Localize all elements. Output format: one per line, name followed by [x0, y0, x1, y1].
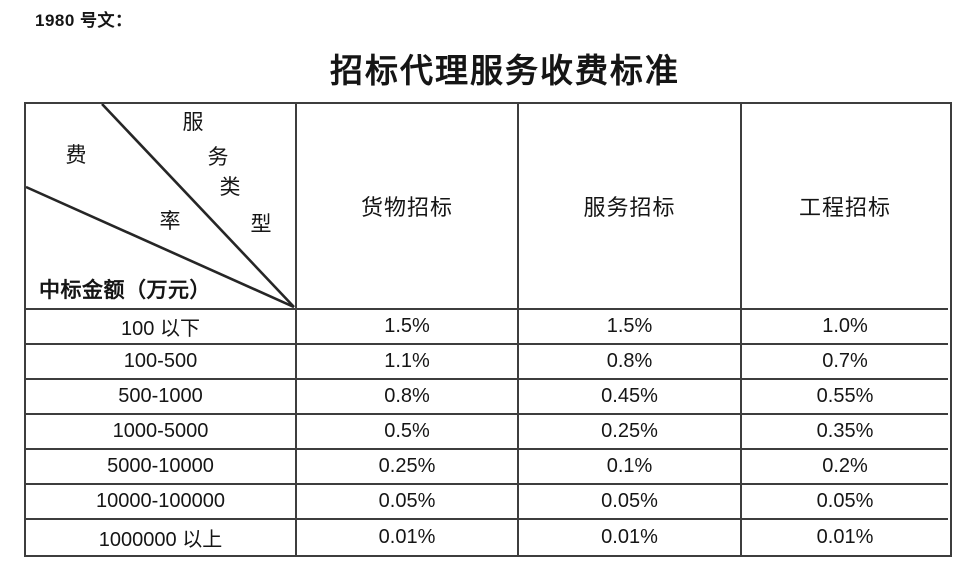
doc-number-label: 1980 号文： [35, 11, 133, 30]
corner-char-service-type-2: 务 [207, 145, 229, 169]
page-title: 招标代理服务收费标准 [330, 54, 680, 90]
rate-cell: 0.8% [297, 380, 519, 415]
rate-cell: 1.0% [742, 310, 948, 345]
rate-cell: 0.7% [742, 345, 948, 380]
corner-char-service-type-1: 服 [182, 110, 204, 134]
row-label: 1000000 以上 [26, 520, 297, 555]
rate-cell: 0.05% [519, 485, 742, 520]
rate-cell: 0.45% [519, 380, 742, 415]
rate-cell: 0.25% [519, 415, 742, 450]
row-label: 500-1000 [26, 380, 297, 415]
row-axis-label: 中标金额（万元） [39, 278, 211, 302]
corner-char-service-type-3: 类 [219, 175, 241, 199]
rate-cell: 0.5% [297, 415, 519, 450]
rate-cell: 0.2% [742, 450, 948, 485]
rate-cell: 1.1% [297, 345, 519, 380]
column-header-goods-bidding: 货物招标 [297, 104, 519, 310]
corner-char-rate-1: 费 [65, 143, 87, 167]
row-label: 5000-10000 [26, 450, 297, 485]
fee-table: 服 务 类 型 费 率 中标金额（万元） 货物招标 服务招标 工程招标 100 … [24, 102, 952, 557]
table-corner-cell: 服 务 类 型 费 率 中标金额（万元） [26, 104, 297, 310]
rate-cell: 0.01% [519, 520, 742, 555]
rate-cell: 0.35% [742, 415, 948, 450]
column-header-service-bidding: 服务招标 [519, 104, 742, 310]
row-label: 100 以下 [26, 310, 297, 345]
rate-cell: 0.05% [742, 485, 948, 520]
diagonal-split-lines [26, 104, 295, 308]
rate-cell: 0.25% [297, 450, 519, 485]
rate-cell: 1.5% [297, 310, 519, 345]
rate-cell: 0.1% [519, 450, 742, 485]
corner-char-service-type-4: 型 [250, 212, 272, 236]
row-label: 10000-100000 [26, 485, 297, 520]
rate-cell: 0.01% [297, 520, 519, 555]
rate-cell: 0.55% [742, 380, 948, 415]
rate-cell: 1.5% [519, 310, 742, 345]
row-label: 1000-5000 [26, 415, 297, 450]
rate-cell: 0.8% [519, 345, 742, 380]
row-label: 100-500 [26, 345, 297, 380]
rate-cell: 0.05% [297, 485, 519, 520]
column-header-works-bidding: 工程招标 [742, 104, 948, 310]
corner-char-rate-2: 率 [159, 209, 181, 233]
rate-cell: 0.01% [816, 526, 874, 548]
